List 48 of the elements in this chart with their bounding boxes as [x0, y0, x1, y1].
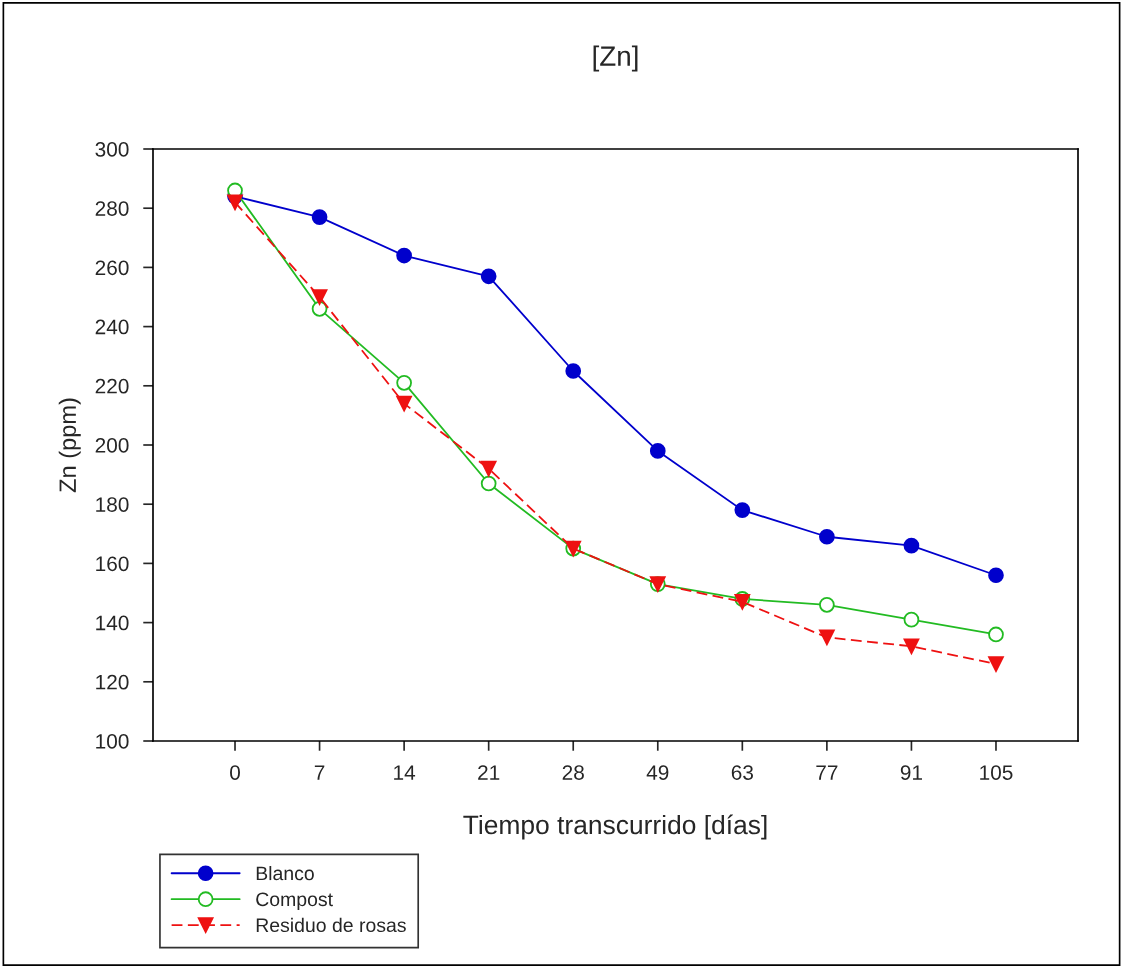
point	[988, 656, 1004, 672]
y-tick-label: 220	[95, 378, 129, 394]
x-tick-label: 105	[980, 765, 1013, 780]
legend-label: Residuo de rosas	[256, 917, 406, 933]
legend-label: Blanco	[256, 865, 314, 881]
x-tick-label: 49	[646, 765, 669, 780]
y-tick-label: 180	[96, 497, 129, 512]
point	[903, 638, 920, 655]
x-tick-label: 7	[314, 765, 325, 780]
x-axis-title: Tiempo transcurrido [días]	[463, 814, 767, 840]
x-tick-label: 21	[478, 765, 500, 780]
y-tick-label: 260	[95, 260, 129, 276]
point	[396, 395, 412, 412]
point	[480, 268, 497, 285]
point	[396, 247, 412, 264]
x-tick-label: 91	[900, 765, 922, 780]
x-tick-label: 28	[562, 765, 584, 780]
y-tick-label: 100	[96, 734, 129, 749]
point	[903, 537, 920, 554]
x-tick-label: 14	[394, 765, 416, 780]
point	[396, 374, 412, 391]
point	[649, 443, 666, 459]
x-tick-label: 77	[816, 765, 838, 780]
point	[311, 289, 328, 305]
point	[819, 596, 835, 613]
y-tick-label: 120	[96, 674, 129, 690]
legend-label: Compost	[256, 892, 333, 911]
point	[227, 194, 243, 211]
y-axis-title: Zn (ppm)	[58, 398, 81, 493]
y-tick-label: 300	[95, 142, 129, 157]
y-tick-label: 160	[96, 556, 129, 572]
point	[988, 626, 1004, 643]
y-tick-label: 240	[95, 319, 129, 335]
point	[480, 475, 497, 492]
point	[819, 629, 835, 646]
point	[988, 567, 1004, 584]
point	[480, 460, 497, 477]
x-tick-label: 63	[731, 765, 753, 780]
point	[903, 611, 920, 628]
y-tick-label: 140	[96, 615, 129, 631]
point	[819, 528, 835, 545]
x-tick-label: 0	[230, 765, 240, 780]
y-tick-label: 200	[95, 438, 129, 453]
point	[311, 209, 328, 225]
point	[734, 502, 751, 518]
y-tick-label: 280	[95, 201, 129, 216]
chart-title: [Zn]	[593, 45, 638, 72]
point	[565, 363, 582, 379]
